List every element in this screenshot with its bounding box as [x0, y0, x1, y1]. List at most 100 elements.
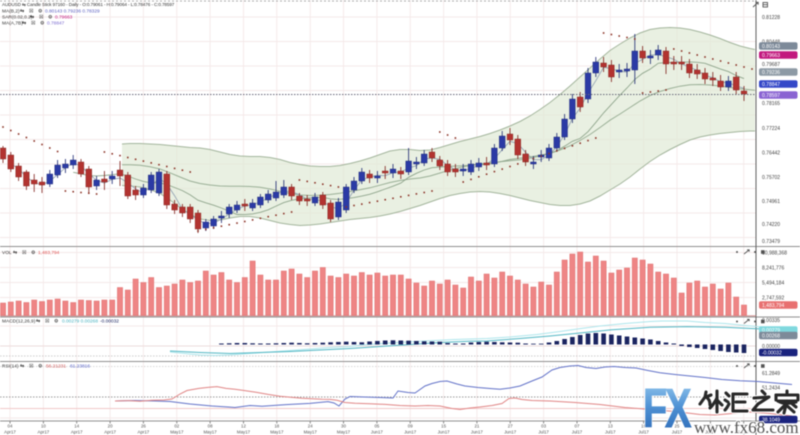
- svg-text:Jul17: Jul17: [605, 430, 616, 435]
- svg-text:0.74961: 0.74961: [762, 199, 780, 205]
- svg-text:14: 14: [74, 424, 79, 429]
- svg-text:May17: May17: [304, 430, 318, 435]
- svg-text:⚙: ⚙: [54, 319, 59, 325]
- svg-text:0.78847: 0.78847: [762, 82, 780, 88]
- svg-text:May17: May17: [204, 430, 218, 435]
- svg-text:0.78165: 0.78165: [762, 101, 780, 107]
- svg-text:0.79236: 0.79236: [762, 70, 780, 76]
- svg-text:-0.00032: -0.00032: [100, 319, 119, 325]
- svg-text:08: 08: [208, 424, 213, 429]
- svg-text:09: 09: [408, 424, 413, 429]
- svg-text:RSI(14): RSI(14): [2, 364, 19, 370]
- svg-text:0.00279: 0.00279: [762, 328, 780, 334]
- svg-text:2,747,592: 2,747,592: [762, 296, 784, 302]
- svg-text:04: 04: [8, 424, 13, 429]
- svg-text:04: 04: [741, 424, 746, 429]
- svg-text:May17: May17: [270, 430, 284, 435]
- svg-text:⚙: ⚙: [48, 14, 53, 20]
- svg-text:Jun17: Jun17: [504, 430, 517, 435]
- svg-text:Jun17: Jun17: [438, 430, 451, 435]
- svg-text:38.1049: 38.1049: [762, 418, 780, 424]
- svg-text:61.23816: 61.23816: [70, 364, 90, 370]
- svg-text:⚙: ⚙: [38, 364, 43, 370]
- svg-text:Jul17: Jul17: [705, 430, 716, 435]
- svg-text:31: 31: [708, 424, 713, 429]
- svg-text:12: 12: [241, 424, 246, 429]
- svg-text:May17: May17: [170, 430, 184, 435]
- svg-text:8,241,776: 8,241,776: [762, 266, 784, 272]
- svg-text:0.78597: 0.78597: [762, 93, 780, 99]
- svg-text:07: 07: [575, 424, 580, 429]
- svg-text:FX: FX: [643, 379, 691, 435]
- svg-text:03: 03: [541, 424, 546, 429]
- svg-text:☒: ☒: [22, 250, 27, 256]
- svg-text:FX: FX: [643, 379, 691, 435]
- svg-text:26: 26: [141, 424, 146, 429]
- svg-text:⚙: ⚙: [40, 20, 45, 26]
- svg-text:51.2434: 51.2434: [762, 386, 780, 392]
- svg-text:Apr17: Apr17: [38, 430, 50, 435]
- svg-text:0.77224: 0.77224: [762, 126, 780, 132]
- svg-text:05: 05: [374, 424, 379, 429]
- svg-text:25: 25: [675, 424, 680, 429]
- svg-text:⇆: ⇆: [36, 319, 40, 325]
- svg-text:0.76442: 0.76442: [762, 151, 780, 157]
- svg-text:MACD(12,26,9): MACD(12,26,9): [2, 319, 36, 325]
- svg-text:0.80143: 0.80143: [762, 44, 780, 50]
- svg-text:www.fx68.com: www.fx68.com: [694, 418, 799, 435]
- svg-text:⇆: ⇆: [13, 250, 17, 256]
- svg-text:56.21231: 56.21231: [46, 364, 66, 370]
- svg-text:Jul17: Jul17: [572, 430, 583, 435]
- svg-text:SAR(0.02,0.2): SAR(0.02,0.2): [2, 14, 33, 20]
- svg-text:0.81228: 0.81228: [762, 15, 780, 21]
- svg-text:Apr17: Apr17: [71, 430, 83, 435]
- svg-text:19: 19: [641, 424, 646, 429]
- svg-text:61.2849: 61.2849: [762, 371, 780, 377]
- svg-text:27: 27: [508, 424, 513, 429]
- svg-text:13: 13: [608, 424, 613, 429]
- svg-text:⚙: ⚙: [31, 250, 36, 256]
- svg-text:20: 20: [108, 424, 113, 429]
- svg-text:0.00000: 0.00000: [762, 344, 780, 350]
- svg-text:1,483,794: 1,483,794: [38, 250, 60, 256]
- svg-text:0.00268: 0.00268: [762, 334, 780, 340]
- svg-text:5,494,184: 5,494,184: [762, 281, 784, 287]
- svg-text:⚙: ⚙: [38, 8, 43, 14]
- svg-text:18: 18: [274, 424, 279, 429]
- svg-text:VOL: VOL: [2, 250, 12, 256]
- svg-text:⇆: ⇆: [20, 8, 24, 14]
- svg-text:0.78847: 0.78847: [47, 20, 65, 26]
- svg-text:0.79663: 0.79663: [762, 53, 780, 59]
- svg-text:⇆: ⇆: [30, 14, 34, 20]
- svg-text:0.79663: 0.79663: [55, 14, 73, 20]
- svg-text:21: 21: [474, 424, 479, 429]
- svg-text:30: 30: [341, 424, 346, 429]
- svg-text:☒: ☒: [29, 8, 34, 14]
- svg-text:Jun17: Jun17: [471, 430, 484, 435]
- svg-text:0.73479: 0.73479: [762, 239, 780, 245]
- svg-text:0.80143 0.79236 0.78329: 0.80143 0.79236 0.78329: [45, 8, 100, 14]
- svg-text:Jul17: Jul17: [638, 430, 649, 435]
- svg-text:MA(A,7B): MA(A,7B): [2, 20, 23, 26]
- svg-text:1,483,794: 1,483,794: [762, 303, 784, 309]
- svg-text:Jun17: Jun17: [404, 430, 417, 435]
- svg-text:0.00335: 0.00335: [762, 318, 780, 324]
- svg-text:Apr17: Apr17: [138, 430, 150, 435]
- svg-text:Apr17: Apr17: [4, 430, 16, 435]
- svg-text:☒: ☒: [31, 20, 36, 26]
- svg-text:0.00279 0.00268: 0.00279 0.00268: [62, 319, 98, 325]
- svg-text:AUDUSD ⇆ Candle Stick 97160 -: AUDUSD ⇆ Candle Stick 97160 - Daily - O:…: [2, 2, 175, 7]
- svg-text:May17: May17: [337, 430, 351, 435]
- svg-text:0.74220: 0.74220: [762, 222, 780, 228]
- svg-text:0.79687: 0.79687: [762, 62, 780, 68]
- svg-text:⇆: ⇆: [20, 364, 24, 370]
- svg-text:☒: ☒: [39, 14, 44, 20]
- svg-text:☒: ☒: [29, 364, 34, 370]
- svg-text:Jul17: Jul17: [672, 430, 683, 435]
- svg-text:0.75702: 0.75702: [762, 175, 780, 181]
- svg-text:May17: May17: [237, 430, 251, 435]
- svg-text:☒: ☒: [45, 319, 50, 325]
- svg-text:⇆: ⇆: [22, 20, 26, 26]
- svg-text:Aug17: Aug17: [737, 430, 750, 435]
- svg-text:Jul17: Jul17: [538, 430, 549, 435]
